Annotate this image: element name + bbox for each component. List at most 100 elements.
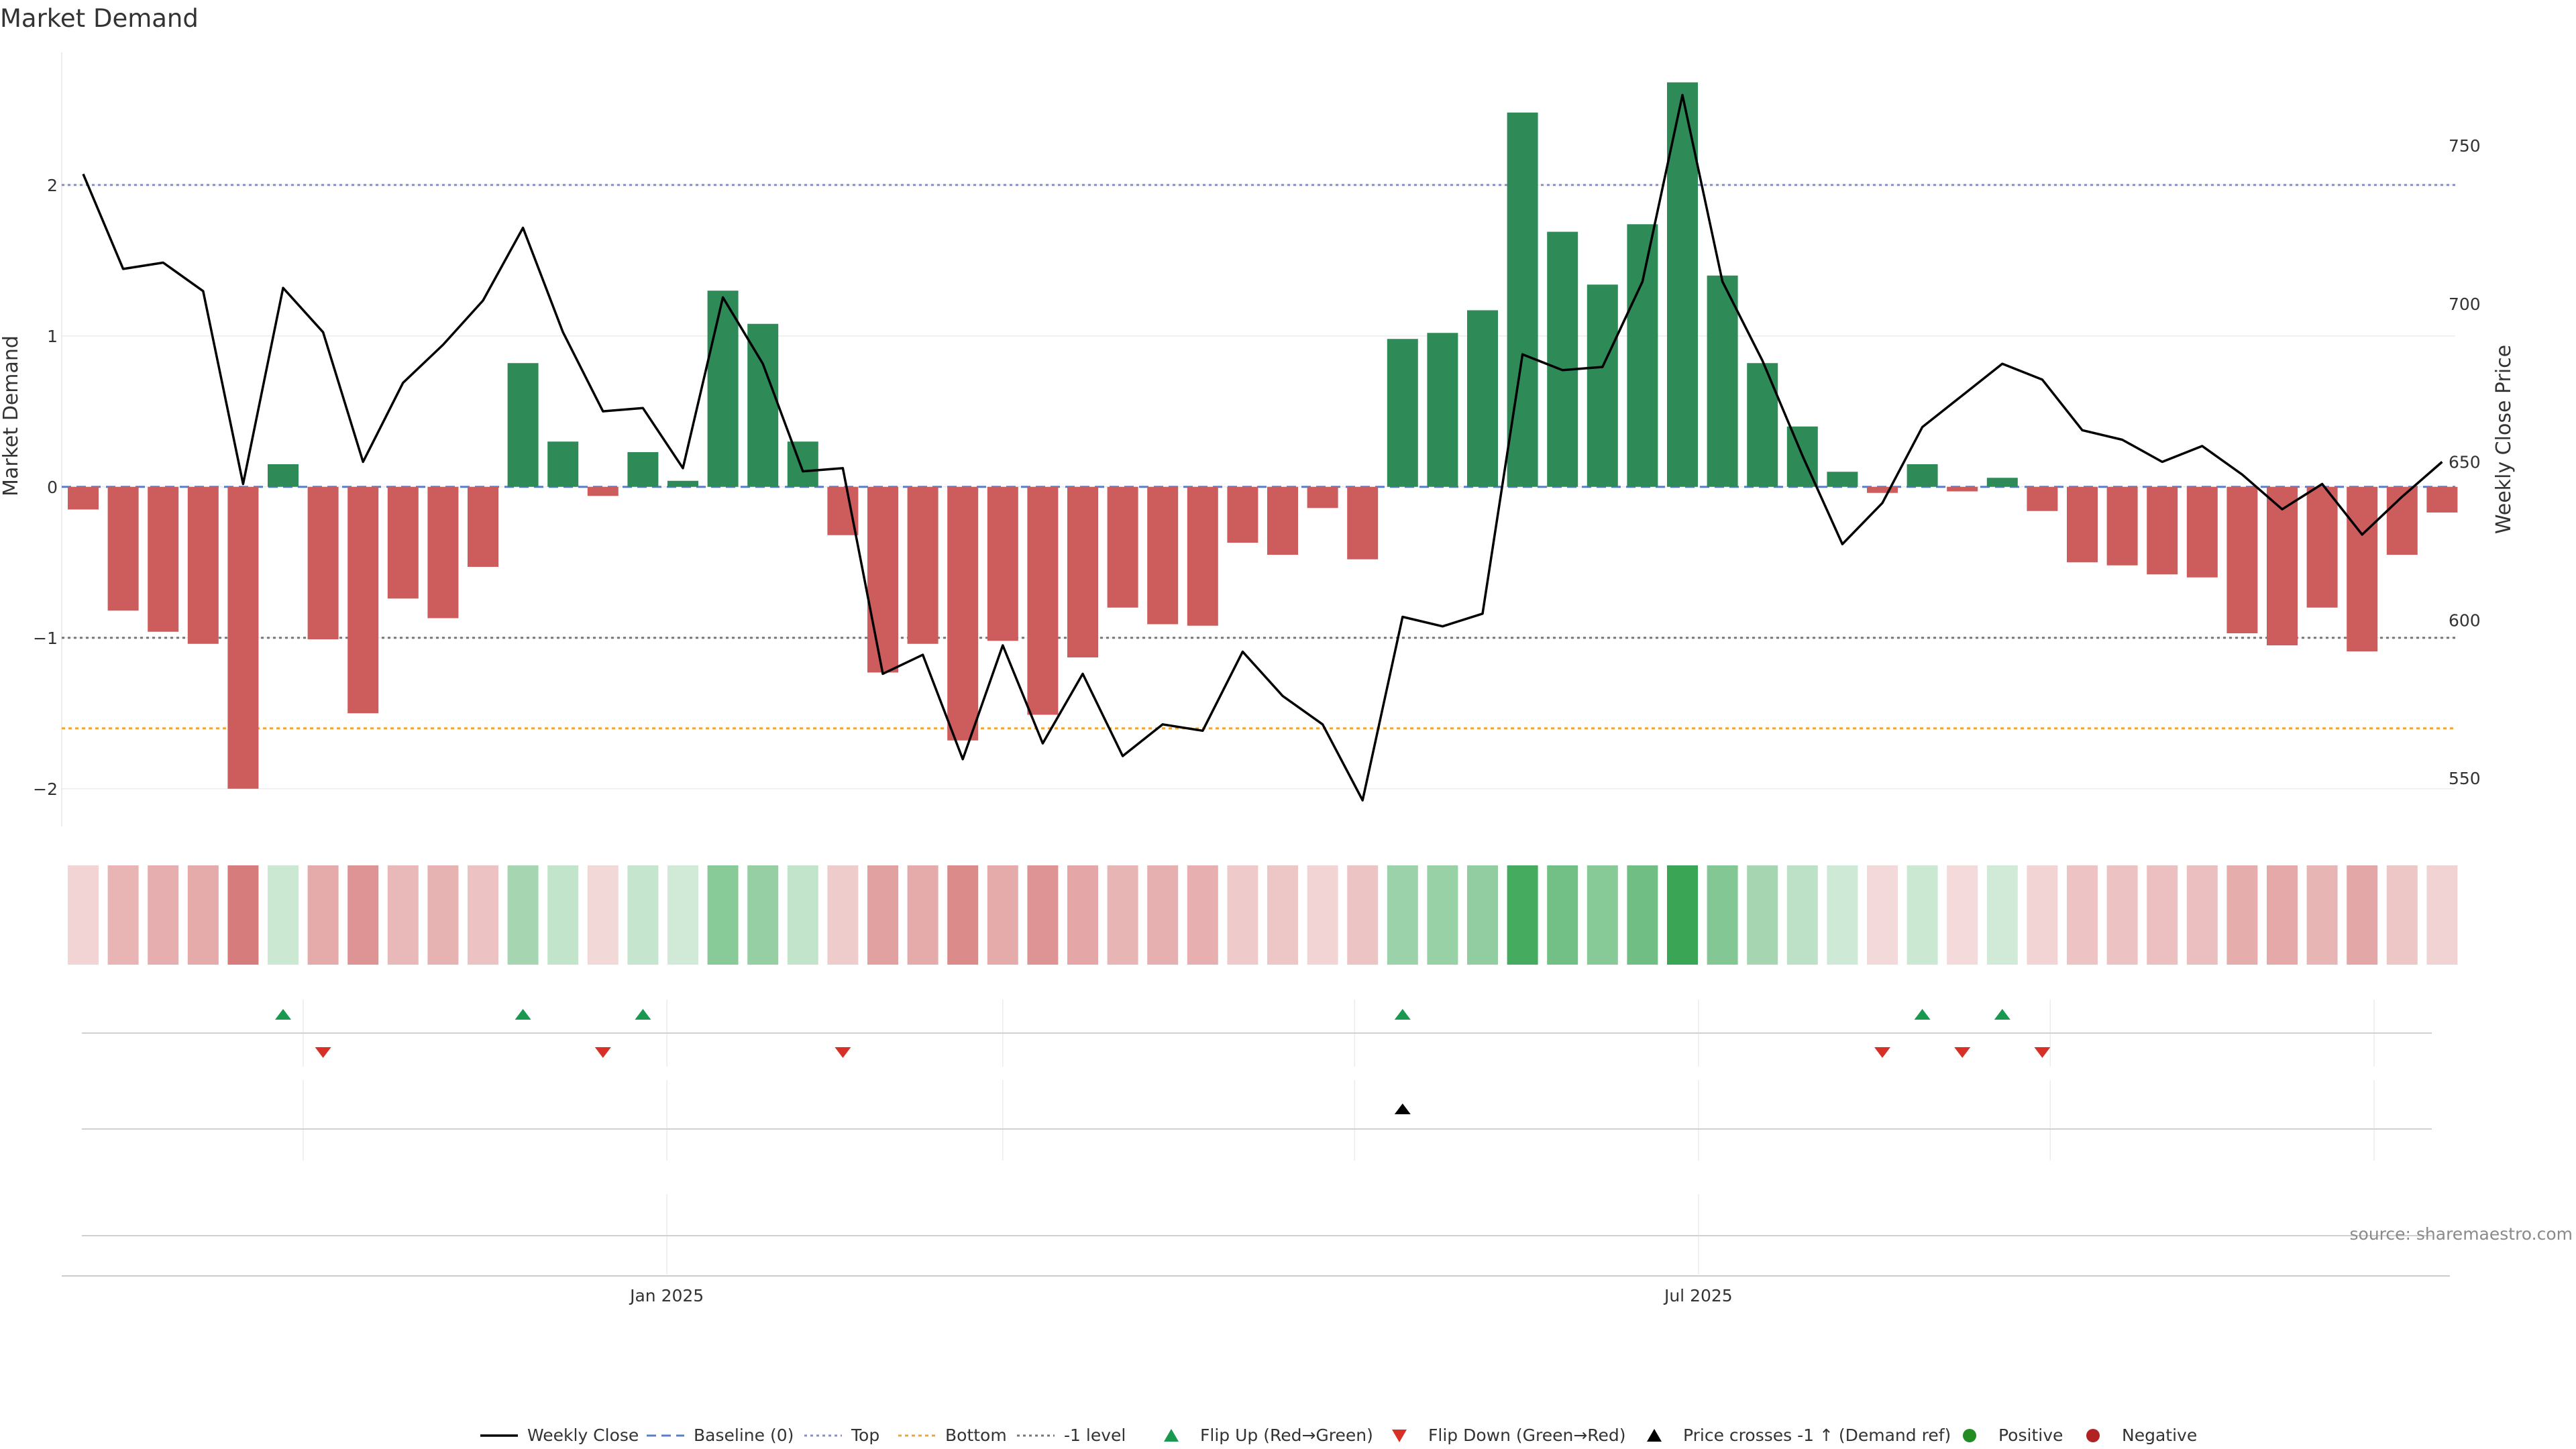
heat-cell: [1827, 865, 1858, 965]
demand-bar: [627, 452, 659, 487]
heat-cell: [307, 865, 339, 965]
demand-bar: [907, 486, 938, 644]
legend-item-label: Negative: [2122, 1426, 2197, 1445]
flip-down-marker: [1954, 1047, 1971, 1058]
demand-bar: [1467, 310, 1498, 487]
x-tick-label: Jul 2025: [1663, 1286, 1733, 1305]
y2-tick-label: 700: [2449, 294, 2481, 314]
heat-cell: [1427, 865, 1458, 965]
heat-cell: [2347, 865, 2378, 965]
heat-cell: [867, 865, 898, 965]
heat-cell: [1627, 865, 1658, 965]
heat-cell: [1347, 865, 1379, 965]
heat-cell: [1187, 865, 1218, 965]
demand-bar: [987, 486, 1018, 641]
demand-bar: [107, 486, 139, 611]
demand-bar: [1387, 339, 1418, 487]
heat-cell: [547, 865, 579, 965]
demand-bar: [1627, 224, 1658, 487]
demand-bar: [1747, 363, 1778, 487]
demand-bar: [2426, 486, 2458, 513]
heat-cell: [1587, 865, 1618, 965]
demand-bar: [1947, 486, 1978, 492]
demand-bar: [347, 486, 379, 714]
legend: Weekly Close Baseline (0) Top Bottom -1 leve…: [480, 1426, 2197, 1445]
demand-bar: [1187, 486, 1218, 626]
heat-cell: [1067, 865, 1098, 965]
demand-bar: [947, 486, 979, 741]
demand-bar: [1227, 486, 1258, 543]
heat-cell: [987, 865, 1018, 965]
demand-bar: [1986, 478, 2018, 487]
price-cross-markers: [82, 1104, 2432, 1130]
y-tick-label: 2: [47, 176, 58, 195]
heat-cell: [507, 865, 539, 965]
flip-down-marker: [1874, 1047, 1890, 1058]
legend-flip-down-marker: [1392, 1430, 1407, 1442]
heat-cell: [1507, 865, 1538, 965]
demand-bar: [1107, 486, 1138, 608]
y-tick-label: 0: [47, 478, 58, 497]
heat-cell: [2027, 865, 2058, 965]
flip-up-marker: [275, 1009, 291, 1020]
heat-cell: [1907, 865, 1938, 965]
demand-bar: [468, 486, 498, 567]
heat-cell: [2306, 865, 2338, 965]
demand-bar: [2027, 486, 2058, 511]
y-tick-label: −1: [33, 629, 58, 648]
price-line: [82, 93, 2443, 802]
legend-item-label: Weekly Close: [527, 1426, 639, 1445]
y-ticks: −2 −1 0 1 2: [33, 176, 58, 799]
y2-tick-label: 600: [2449, 610, 2481, 630]
flip-down-marker: [835, 1047, 851, 1058]
heat-cell: [1147, 865, 1179, 965]
heat-cell: [747, 865, 779, 965]
heat-cell: [347, 865, 379, 965]
flip-up-marker: [515, 1009, 531, 1020]
y2-tick-label: 650: [2449, 453, 2481, 472]
heat-cell: [187, 865, 219, 965]
heat-cell: [387, 865, 419, 965]
demand-bar: [787, 441, 818, 487]
price-cross-marker: [1394, 1104, 1411, 1114]
heat-cell: [2226, 865, 2258, 965]
demand-bar: [587, 486, 619, 496]
demand-bar: [667, 480, 698, 487]
demand-bar: [307, 486, 339, 639]
demand-bar: [387, 486, 419, 599]
heat-cell: [1307, 865, 1338, 965]
demand-bar: [2067, 486, 2098, 563]
heat-cell: [1107, 865, 1138, 965]
demand-bar: [1667, 82, 1698, 487]
flip-down-marker: [315, 1047, 331, 1058]
heat-cell: [667, 865, 698, 965]
demand-bar: [1827, 472, 1858, 487]
demand-bar: [68, 486, 99, 510]
demand-bar: [2106, 486, 2138, 566]
heat-cell: [2147, 865, 2178, 965]
heat-cell: [707, 865, 739, 965]
heat-cell: [268, 865, 299, 965]
demand-bars: [68, 82, 2458, 789]
demand-bar: [2147, 486, 2178, 575]
legend-item-label: Top: [851, 1426, 879, 1445]
demand-bar: [148, 486, 179, 632]
demand-bar: [2186, 486, 2218, 578]
heat-cell: [1947, 865, 1978, 965]
heat-cell: [2186, 865, 2218, 965]
heat-cell: [468, 865, 498, 965]
demand-bar: [547, 441, 579, 487]
heat-cell: [1667, 865, 1698, 965]
heat-cell: [2426, 865, 2458, 965]
legend-flip-up-marker: [1164, 1429, 1179, 1442]
heat-cell: [1547, 865, 1578, 965]
legend-item-label: Positive: [1998, 1426, 2063, 1445]
heat-cell: [1227, 865, 1258, 965]
demand-bar: [227, 486, 259, 789]
demand-bar: [1067, 486, 1098, 657]
legend-positive-dot: [1963, 1429, 1976, 1442]
legend-item-label: Baseline (0): [694, 1426, 794, 1445]
demand-bar: [1307, 486, 1338, 508]
reference-lines: [62, 184, 2455, 730]
